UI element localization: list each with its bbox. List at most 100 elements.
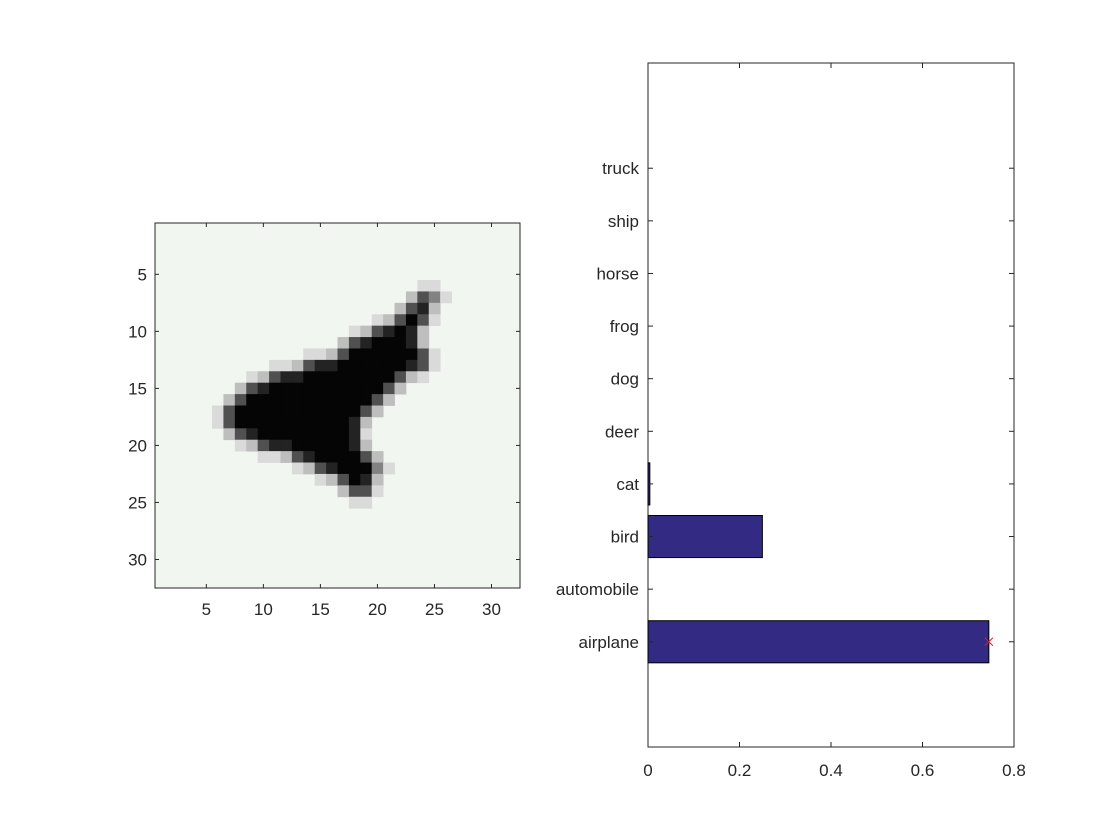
image-pixel (291, 382, 304, 395)
image-pixel (394, 382, 407, 395)
image-pixel (417, 291, 430, 304)
marker (984, 637, 994, 647)
image-pixel (246, 371, 259, 384)
image-pixel (348, 382, 361, 395)
image-pixel (394, 359, 407, 372)
image-y-tick-label: 10 (128, 322, 147, 341)
image-pixel (314, 382, 327, 395)
image-pixel (246, 428, 259, 441)
image-pixel (326, 416, 338, 429)
image-pixel (371, 348, 384, 361)
image-pixel (314, 371, 327, 384)
category-label-deer: deer (605, 422, 639, 441)
image-pixel (383, 337, 395, 349)
image-pixel (280, 416, 293, 429)
image-pixel (348, 496, 361, 509)
image-pixel (257, 394, 270, 406)
image-pixel (326, 382, 338, 395)
image-pixel (337, 337, 350, 349)
image-pixel (314, 451, 327, 463)
image-pixel (383, 314, 395, 327)
image-x-tick-label: 15 (311, 600, 330, 619)
image-pixel (348, 359, 361, 372)
image-pixel (417, 371, 430, 384)
image-pixel (417, 314, 430, 327)
image-pixel (246, 405, 259, 418)
image-pixel (417, 359, 430, 372)
image-x-tick-label: 5 (202, 600, 211, 619)
image-pixel (360, 451, 373, 463)
image-pixel (314, 405, 327, 418)
image-pixel (405, 371, 418, 384)
image-pixel (360, 405, 373, 418)
image-pixel (257, 416, 270, 429)
image-pixel (337, 485, 350, 498)
image-pixel (428, 359, 441, 372)
image-pixel (280, 428, 293, 441)
image-pixel (234, 416, 247, 429)
image-pixel (360, 348, 373, 361)
image-pixel (405, 291, 418, 304)
image-x-tick-label: 20 (368, 600, 387, 619)
bar-x-tick-label: 0 (643, 761, 652, 780)
image-pixel (326, 428, 338, 441)
image-pixel (371, 394, 384, 406)
image-pixel (405, 359, 418, 372)
image-pixel (269, 359, 281, 372)
category-label-airplane: airplane (579, 633, 640, 652)
image-axes: 5 10 15 20 25 30 5 10 15 20 25 30 (128, 222, 521, 619)
image-pixel (280, 405, 293, 418)
bar-x-tick-label: 0.2 (728, 761, 752, 780)
image-pixel (337, 394, 350, 406)
image-pixel (348, 325, 361, 338)
image-pixel (348, 371, 361, 384)
image-pixel (246, 382, 259, 395)
image-pixel (348, 394, 361, 406)
image-pixel (337, 382, 350, 395)
image-pixel (360, 325, 373, 338)
bar-airplane (647, 620, 990, 664)
image-pixel (337, 451, 350, 463)
image-pixel (405, 325, 418, 338)
image-pixel (257, 371, 270, 384)
image-pixel (326, 394, 338, 406)
image-pixel (246, 416, 259, 429)
image-pixel (269, 439, 281, 452)
image-pixel (383, 325, 395, 338)
image-pixel (360, 462, 373, 475)
image-pixel (223, 405, 236, 418)
image-pixel (326, 405, 338, 418)
image-pixel (405, 302, 418, 315)
image-pixel (326, 348, 338, 361)
image-pixel (428, 291, 441, 304)
image-pixel (303, 439, 316, 452)
image-pixel (440, 291, 452, 304)
image-pixel (257, 428, 270, 441)
image-pixel (303, 416, 316, 429)
image-pixel (337, 405, 350, 418)
image-pixel (280, 451, 293, 463)
image-pixel (257, 439, 270, 452)
image-pixel (417, 280, 430, 292)
image-pixel (360, 337, 373, 349)
image-x-tick-label: 25 (425, 600, 444, 619)
image-pixel (280, 394, 293, 406)
image-pixel (417, 302, 430, 315)
bar-y-ticks: airplane automobile bird cat deer dog frog hors… (556, 159, 1014, 652)
image-pixel (291, 428, 304, 441)
image-pixel (291, 462, 304, 475)
image-pixel (314, 394, 327, 406)
image-pixel (303, 451, 316, 463)
image-pixel (291, 371, 304, 384)
image-pixel (405, 314, 418, 327)
image-pixel (428, 314, 441, 327)
image-pixel (303, 382, 316, 395)
image-y-tick-label: 25 (128, 493, 147, 512)
image-pixel (360, 394, 373, 406)
image-pixel (428, 280, 441, 292)
image-pixel (314, 348, 327, 361)
image-pixel (394, 348, 407, 361)
image-pixel (371, 371, 384, 384)
image-pixel (348, 428, 361, 441)
image-pixel (234, 394, 247, 406)
